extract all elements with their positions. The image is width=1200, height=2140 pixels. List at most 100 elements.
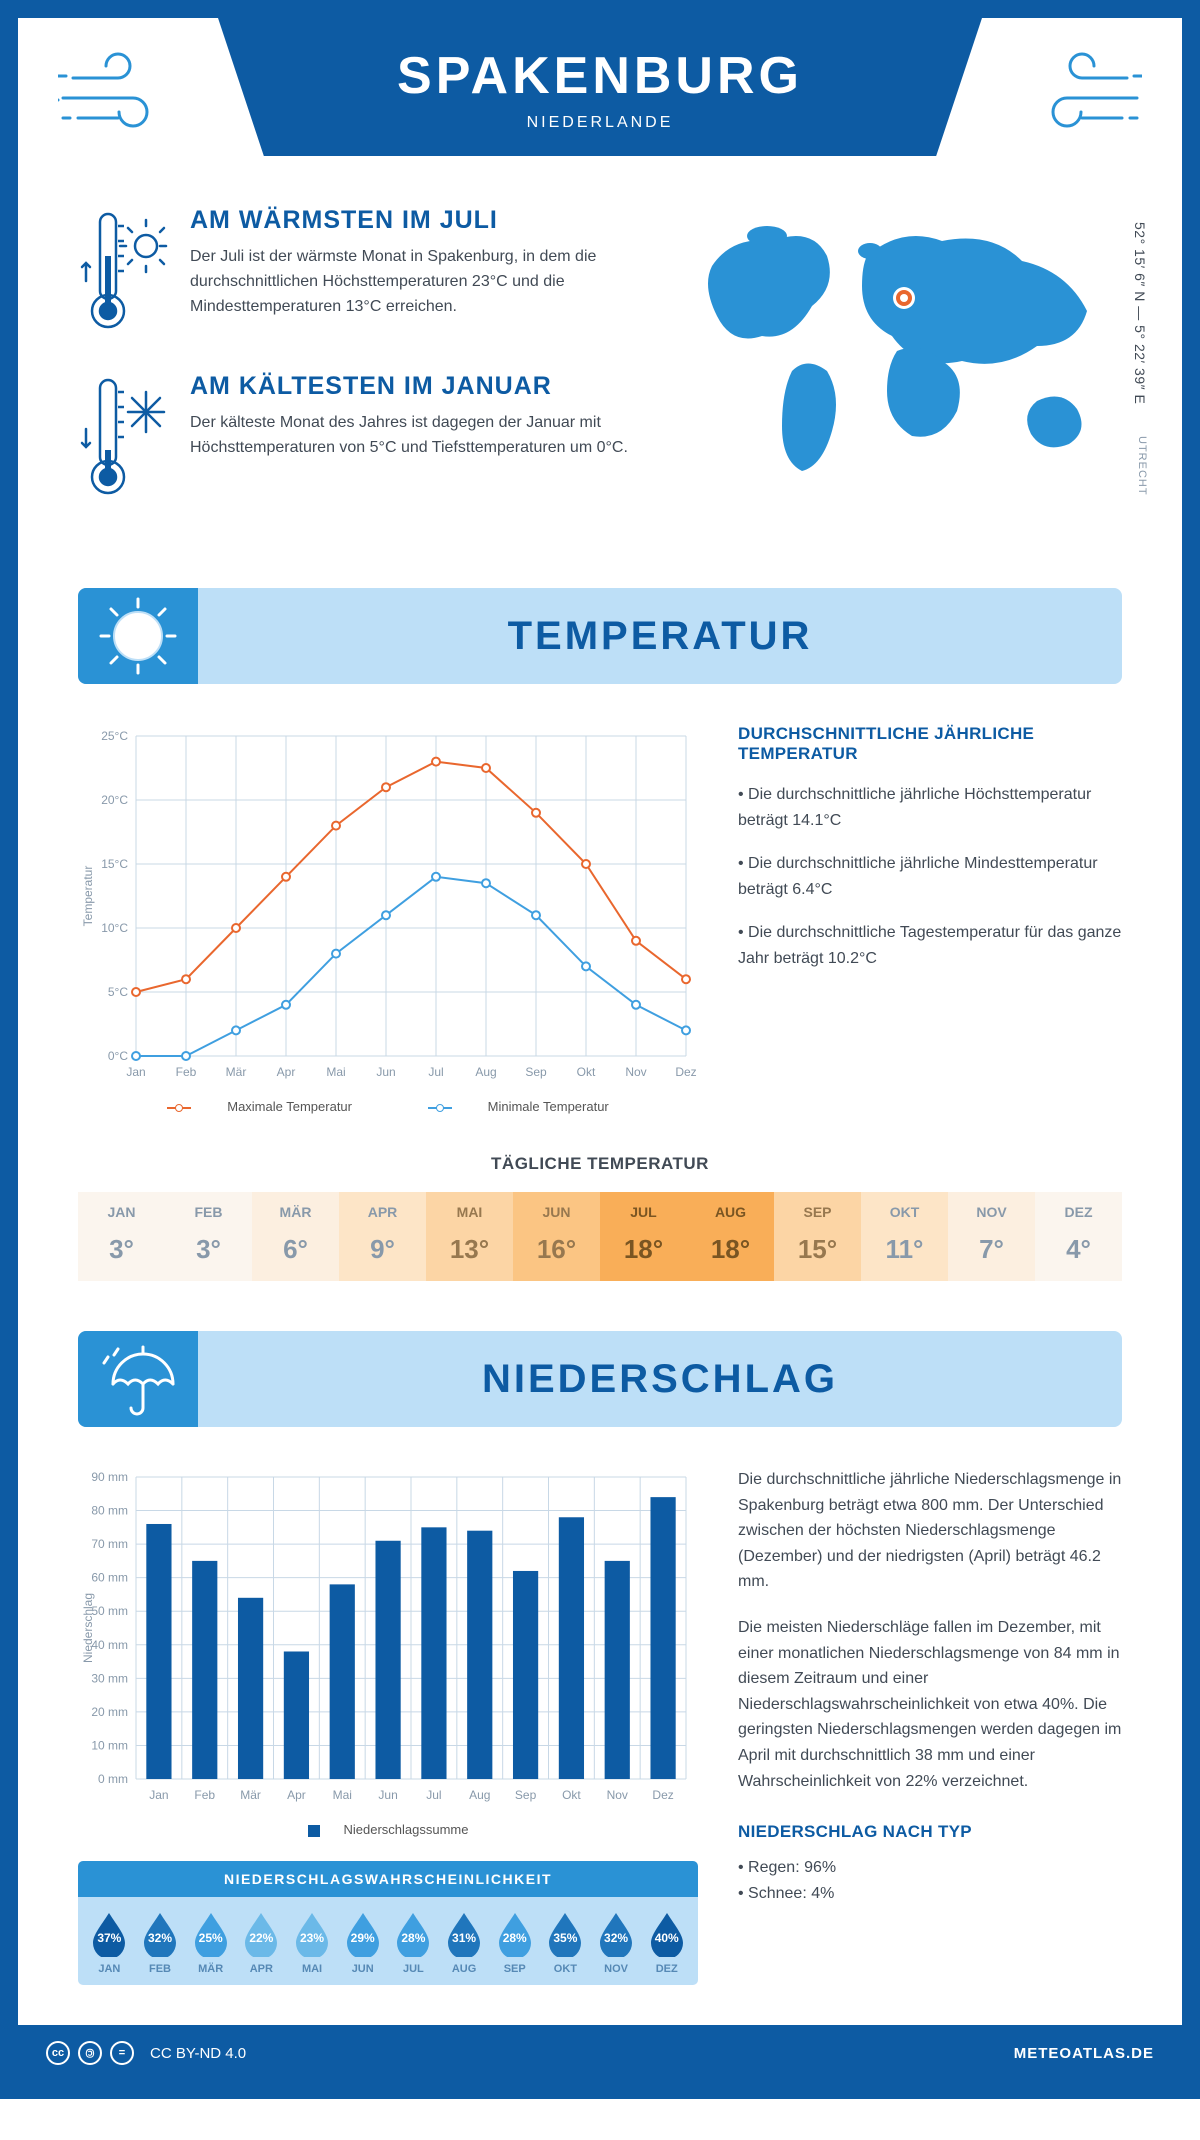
svg-text:Aug: Aug (475, 1065, 496, 1079)
warmest-fact: AM WÄRMSTEN IM JULI Der Juli ist der wär… (78, 206, 642, 336)
prob-cell: 32% FEB (135, 1911, 186, 1975)
svg-text:50 mm: 50 mm (91, 1604, 128, 1618)
prob-cell: 28% JUL (388, 1911, 439, 1975)
svg-text:Niederschlag: Niederschlag (81, 1593, 95, 1663)
daily-cell: DEZ 4° (1035, 1192, 1122, 1281)
umbrella-icon (98, 1339, 178, 1419)
avg-temp-b3: • Die durchschnittliche Tagestemperatur … (738, 920, 1122, 971)
daily-cell: FEB 3° (165, 1192, 252, 1281)
svg-text:20°C: 20°C (101, 793, 128, 807)
daily-cell: MAI 13° (426, 1192, 513, 1281)
daily-cell: AUG 18° (687, 1192, 774, 1281)
daily-temp-title: TÄGLICHE TEMPERATUR (78, 1154, 1122, 1174)
svg-text:10 mm: 10 mm (91, 1738, 128, 1752)
svg-text:0 mm: 0 mm (98, 1772, 128, 1786)
page-header: SPAKENBURG NIEDERLANDE (218, 18, 982, 156)
svg-text:Apr: Apr (287, 1788, 306, 1802)
avg-temp-b1: • Die durchschnittliche jährliche Höchst… (738, 782, 1122, 833)
warmest-text: Der Juli ist der wärmste Monat in Spaken… (190, 245, 642, 319)
daily-cell: JUL 18° (600, 1192, 687, 1281)
region-label: UTRECHT (1136, 436, 1148, 496)
precip-section-header: NIEDERSCHLAG (78, 1331, 1122, 1427)
prob-cell: 28% SEP (489, 1911, 540, 1975)
svg-text:Sep: Sep (515, 1788, 537, 1802)
svg-text:Nov: Nov (625, 1065, 646, 1079)
daily-cell: JAN 3° (78, 1192, 165, 1281)
precip-probability-row: 37% JAN 32% FEB 25% MÄR 22% APR 23% MAI … (78, 1897, 698, 1985)
svg-text:Mai: Mai (326, 1065, 345, 1079)
precip-p1: Die durchschnittliche jährliche Niedersc… (738, 1467, 1122, 1595)
precip-bar-chart: 0 mm 10 mm 20 mm 30 mm 40 mm 50 mm 60 mm 70 mm 8… (78, 1467, 698, 1807)
svg-text:Jul: Jul (428, 1065, 443, 1079)
svg-text:Jun: Jun (376, 1065, 395, 1079)
temperature-section-header: TEMPERATUR (78, 588, 1122, 684)
svg-text:Apr: Apr (277, 1065, 296, 1079)
precip-type-title: NIEDERSCHLAG NACH TYP (738, 1818, 1122, 1845)
temperature-line-chart: 0°C5°C10°C15°C20°C25°CJanFebMärAprMaiJun… (78, 724, 698, 1084)
prob-cell: 29% JUN (337, 1911, 388, 1975)
svg-text:0°C: 0°C (108, 1049, 128, 1063)
coldest-title: AM KÄLTESTEN IM JANUAR (190, 372, 642, 401)
svg-text:Nov: Nov (607, 1788, 628, 1802)
svg-text:Mär: Mär (240, 1788, 261, 1802)
svg-text:Jan: Jan (149, 1788, 168, 1802)
svg-text:90 mm: 90 mm (91, 1470, 128, 1484)
prob-cell: 23% MAI (287, 1911, 338, 1975)
daily-cell: SEP 15° (774, 1192, 861, 1281)
license-badge: cc🄯= CC BY-ND 4.0 (46, 2041, 246, 2065)
precip-section-title: NIEDERSCHLAG (198, 1357, 1122, 1402)
precip-p2: Die meisten Niederschläge fallen im Deze… (738, 1615, 1122, 1794)
country-subtitle: NIEDERLANDE (218, 114, 982, 132)
precip-t2: • Schnee: 4% (738, 1881, 1122, 1907)
svg-text:10°C: 10°C (101, 921, 128, 935)
prob-cell: 25% MÄR (185, 1911, 236, 1975)
site-name: METEOATLAS.DE (1014, 2045, 1154, 2062)
temp-section-title: TEMPERATUR (198, 614, 1122, 659)
prob-cell: 22% APR (236, 1911, 287, 1975)
prob-cell: 35% OKT (540, 1911, 591, 1975)
svg-text:Feb: Feb (194, 1788, 215, 1802)
prob-cell: 40% DEZ (641, 1911, 692, 1975)
svg-text:Okt: Okt (577, 1065, 596, 1079)
avg-temp-title: DURCHSCHNITTLICHE JÄHRLICHE TEMPERATUR (738, 724, 1122, 764)
world-map: 52° 15′ 6″ N — 5° 22′ 39″ E UTRECHT (682, 206, 1122, 538)
coordinates: 52° 15′ 6″ N — 5° 22′ 39″ E (1132, 222, 1148, 404)
prob-cell: 37% JAN (84, 1911, 135, 1975)
svg-text:80 mm: 80 mm (91, 1504, 128, 1518)
coldest-fact: AM KÄLTESTEN IM JANUAR Der kälteste Mona… (78, 372, 642, 502)
page-footer: cc🄯= CC BY-ND 4.0 METEOATLAS.DE (18, 2025, 1182, 2081)
svg-text:30 mm: 30 mm (91, 1671, 128, 1685)
svg-text:Dez: Dez (675, 1065, 696, 1079)
city-title: SPAKENBURG (218, 46, 982, 106)
svg-text:40 mm: 40 mm (91, 1638, 128, 1652)
temp-chart-legend: Maximale Temperatur Minimale Temperatur (78, 1099, 698, 1114)
svg-text:60 mm: 60 mm (91, 1571, 128, 1585)
svg-text:Jan: Jan (126, 1065, 145, 1079)
thermometer-cold-icon (78, 372, 168, 502)
svg-text:20 mm: 20 mm (91, 1705, 128, 1719)
svg-text:15°C: 15°C (101, 857, 128, 871)
coldest-text: Der kälteste Monat des Jahres ist dagege… (190, 411, 642, 461)
svg-text:70 mm: 70 mm (91, 1537, 128, 1551)
svg-text:Jun: Jun (378, 1788, 397, 1802)
daily-temp-table: JAN 3° FEB 3° MÄR 6° APR 9° MAI 13° JUN … (78, 1192, 1122, 1281)
precip-chart-legend: Niederschlagssumme (78, 1822, 698, 1837)
svg-text:Aug: Aug (469, 1788, 490, 1802)
precip-t1: • Regen: 96% (738, 1855, 1122, 1881)
svg-text:Mai: Mai (333, 1788, 352, 1802)
svg-text:Dez: Dez (652, 1788, 673, 1802)
svg-text:Sep: Sep (525, 1065, 547, 1079)
wind-icon (58, 48, 178, 138)
sun-icon (93, 591, 183, 681)
daily-cell: JUN 16° (513, 1192, 600, 1281)
daily-cell: APR 9° (339, 1192, 426, 1281)
avg-temp-b2: • Die durchschnittliche jährliche Mindes… (738, 851, 1122, 902)
svg-text:5°C: 5°C (108, 985, 128, 999)
svg-text:Temperatur: Temperatur (81, 866, 95, 927)
svg-text:Jul: Jul (426, 1788, 441, 1802)
daily-cell: OKT 11° (861, 1192, 948, 1281)
daily-cell: MÄR 6° (252, 1192, 339, 1281)
prob-cell: 32% NOV (591, 1911, 642, 1975)
daily-cell: NOV 7° (948, 1192, 1035, 1281)
svg-text:25°C: 25°C (101, 729, 128, 743)
